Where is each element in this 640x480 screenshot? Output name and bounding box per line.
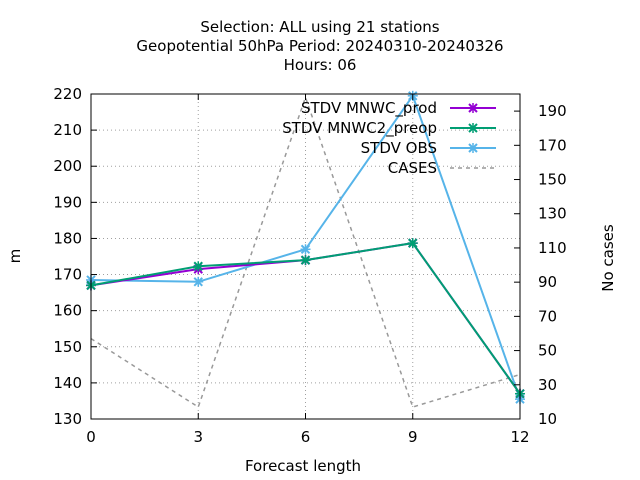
y2-tick-label: 70	[538, 307, 557, 325]
y-tick-label: 220	[53, 85, 82, 103]
x-tick-label: 9	[408, 428, 418, 446]
x-axis-label: Forecast length	[245, 457, 361, 475]
chart-title: Selection: ALL using 21 stationsGeopoten…	[136, 18, 503, 74]
y2-tick-label: 150	[538, 171, 567, 189]
series-point-stdv-obs	[300, 244, 311, 255]
y2-tick-label: 90	[538, 273, 557, 291]
title-line-2: Hours: 06	[284, 56, 357, 74]
legend-label-cases: CASES	[388, 159, 437, 177]
series-point-stdv-mnwc2-preop	[193, 261, 204, 272]
y-tick-label: 210	[53, 121, 82, 139]
legend-marker-stdv-mnwc2-preop	[468, 123, 478, 133]
y2-tick-label: 50	[538, 342, 557, 360]
axes: 0 3 6 9 12 130 140 150 160 170 180 190 200 210 220 10 30…	[53, 85, 566, 446]
y-tick-label: 160	[53, 302, 82, 320]
y-tick-label: 190	[53, 193, 82, 211]
series-point-stdv-mnwc2-preop	[300, 255, 311, 266]
y2-tick-label: 170	[538, 136, 567, 154]
x-tick-label: 0	[86, 428, 96, 446]
y-tick-label: 140	[53, 374, 82, 392]
y2-tick-label: 30	[538, 376, 557, 394]
y2-tick-label: 190	[538, 102, 567, 120]
title-line-0: Selection: ALL using 21 stations	[200, 18, 439, 36]
y2-tick-label: 130	[538, 205, 567, 223]
x-tick-label: 12	[510, 428, 529, 446]
y2-tick-label: 10	[538, 410, 557, 428]
x-tick-label: 6	[301, 428, 311, 446]
y-tick-label: 130	[53, 410, 82, 428]
y-tick-label: 170	[53, 266, 82, 284]
series-line-cases	[90, 95, 521, 409]
y-tick-label: 180	[53, 229, 82, 247]
y-tick-label: 150	[53, 338, 82, 356]
legend-label-stdv-mnwc-prod: STDV MNWC_prod	[301, 99, 437, 118]
series-point-stdv-mnwc2-preop	[407, 238, 418, 249]
y-tick-label: 200	[53, 157, 82, 175]
y-axis-label: m	[6, 249, 24, 264]
legend-marker-stdv-obs	[468, 143, 478, 153]
legend-marker-stdv-mnwc-prod	[468, 103, 478, 113]
x-tick-label: 3	[193, 428, 203, 446]
y2-axis-label: No cases	[599, 224, 617, 292]
legend-label-stdv-obs: STDV OBS	[361, 139, 437, 157]
y2-tick-label: 110	[538, 239, 567, 257]
series-point-stdv-obs	[193, 276, 204, 287]
legend-label-stdv-mnwc2-preop: STDV MNWC2_preop	[282, 119, 437, 138]
title-line-1: Geopotential 50hPa Period: 20240310-2024…	[136, 37, 503, 55]
